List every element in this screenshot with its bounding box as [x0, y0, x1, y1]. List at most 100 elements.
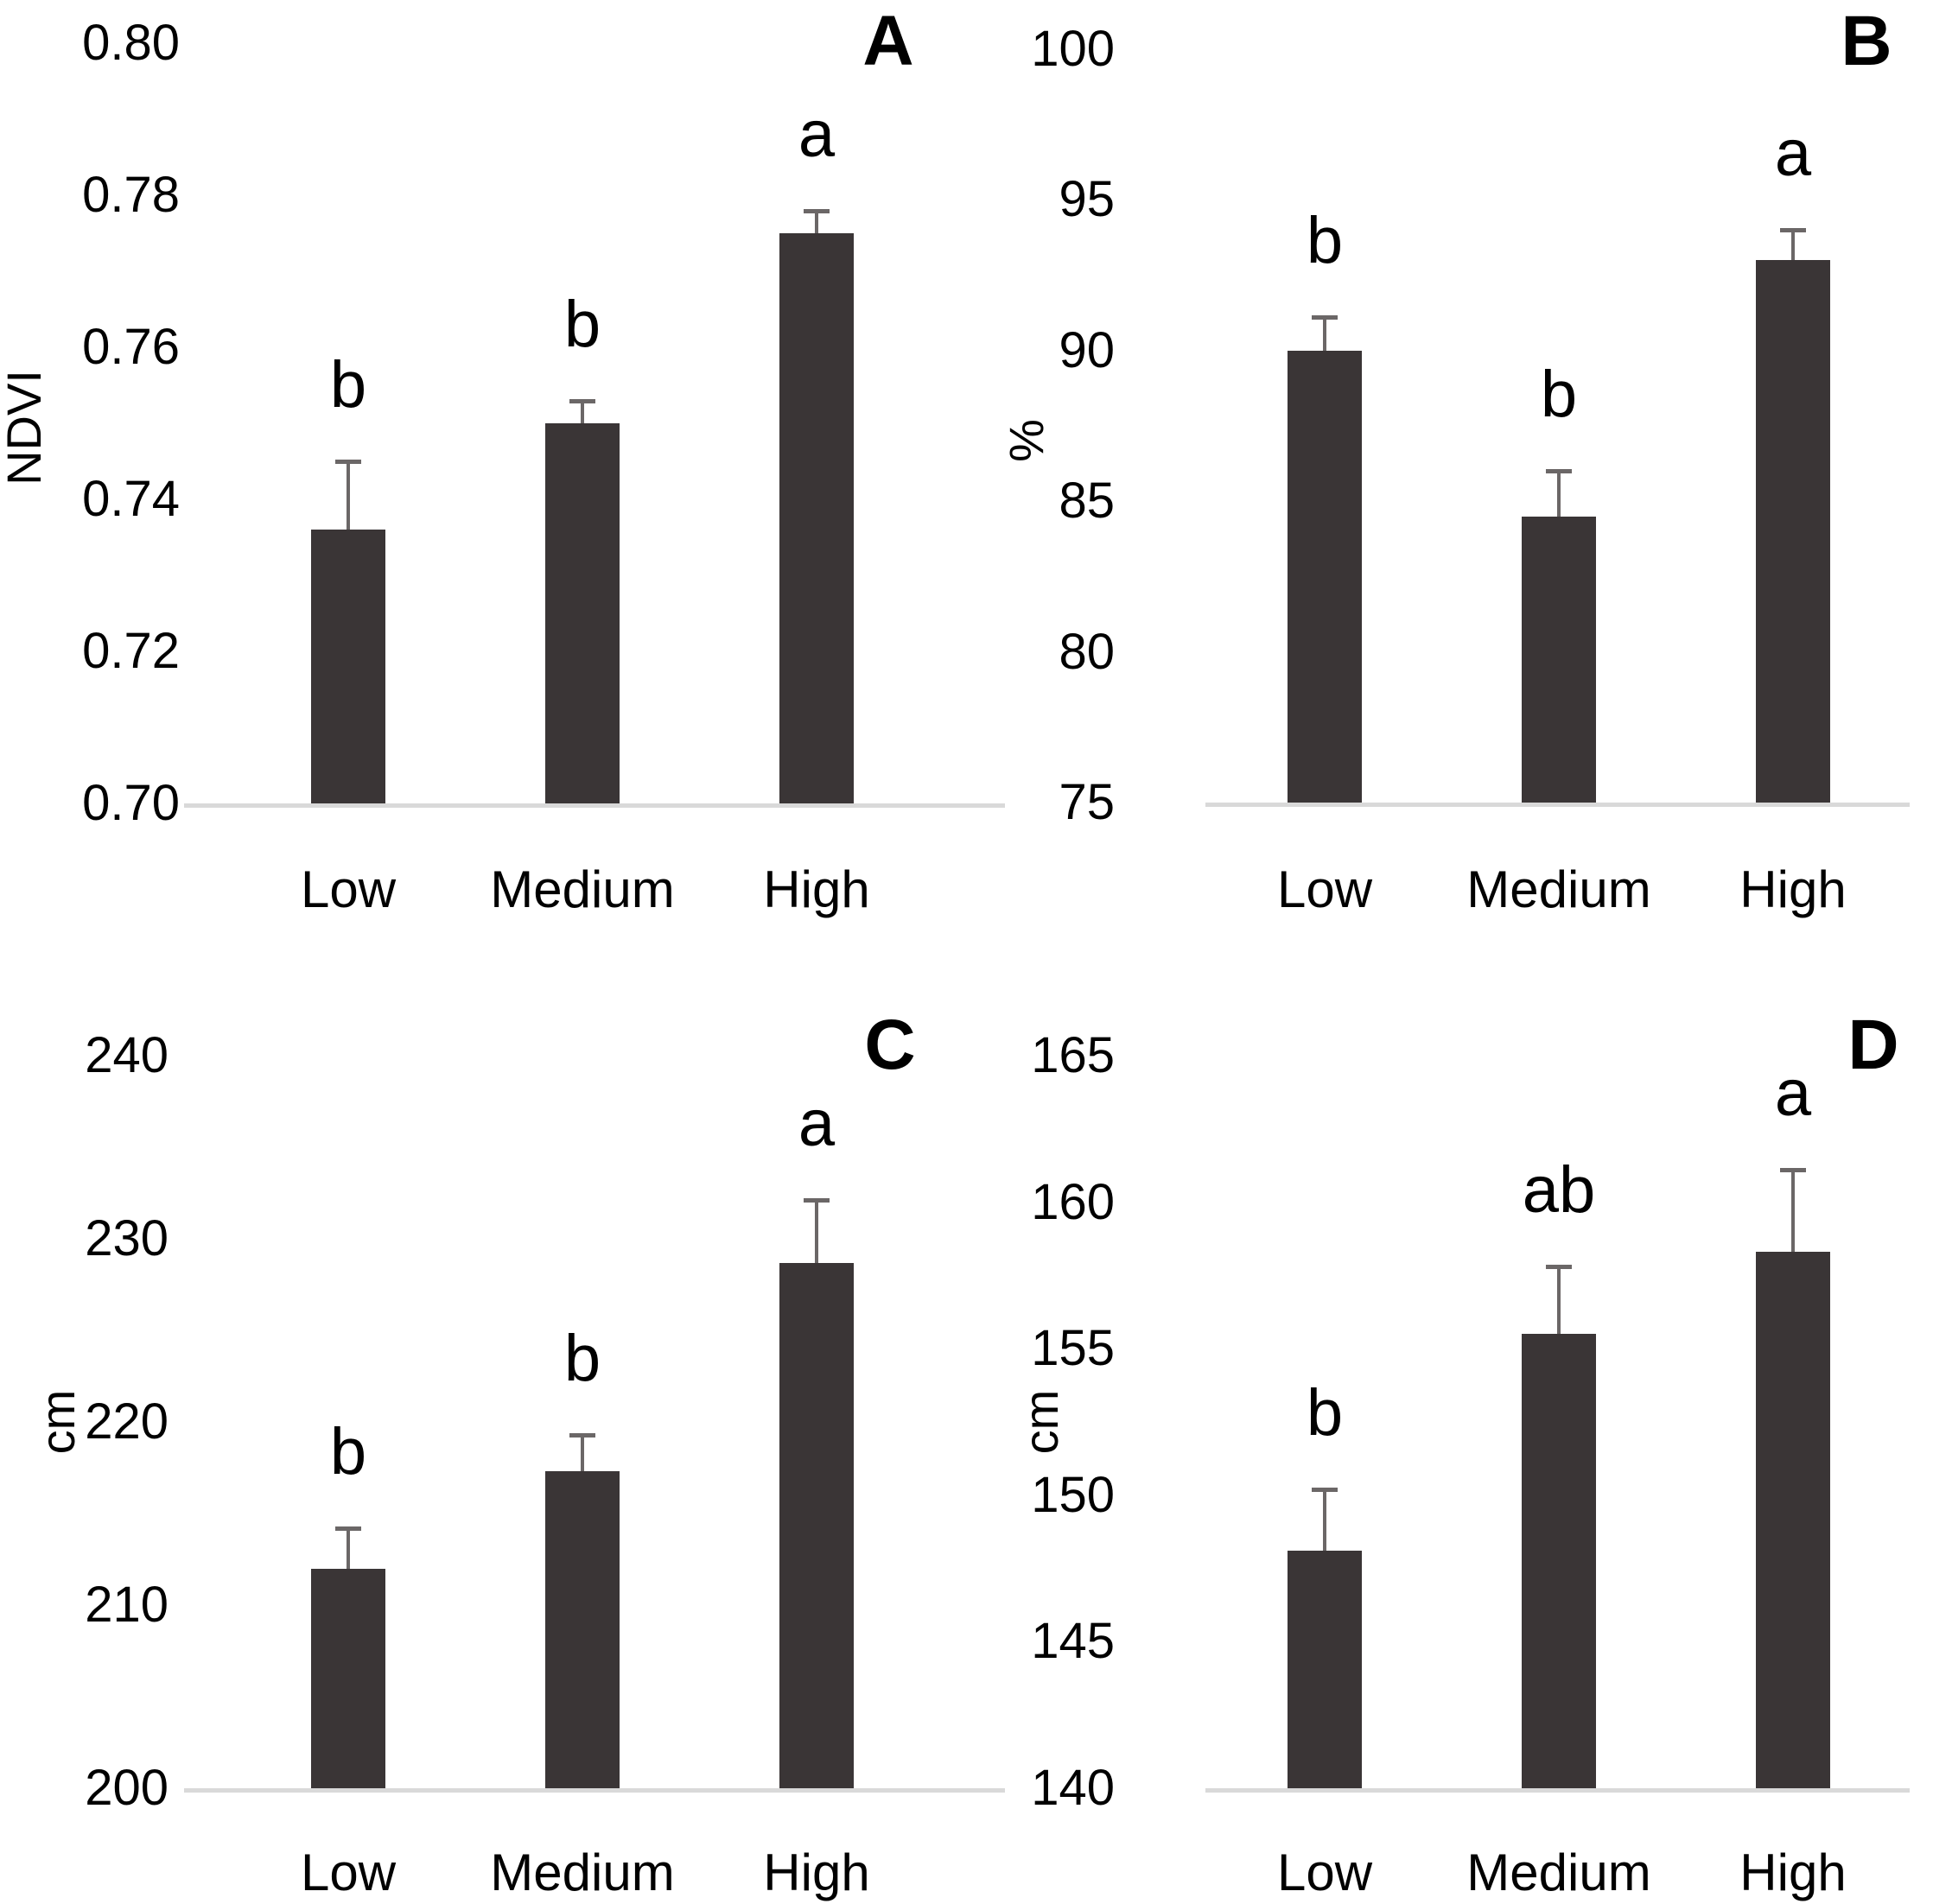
significance-letter-high: a	[1774, 1057, 1812, 1131]
error-bar-medium	[581, 400, 584, 423]
error-bar-medium	[1557, 471, 1561, 517]
significance-letter-medium: b	[563, 1321, 601, 1395]
bar-medium	[545, 1471, 620, 1788]
bar-high	[1756, 260, 1830, 803]
panel-c-letter: C	[864, 1006, 916, 1084]
panel-a-y-axis-title: NDVI	[0, 370, 51, 486]
x-category-label-low: Low	[1276, 860, 1373, 918]
x-category-label-medium: Medium	[1466, 860, 1651, 918]
y-tick-label: 0.80	[82, 15, 180, 71]
y-tick-label: 140	[1031, 1760, 1115, 1816]
error-bar-medium	[1557, 1266, 1561, 1335]
error-bar-cap-medium	[569, 398, 595, 403]
panel-d-letter: D	[1847, 1006, 1899, 1084]
x-category-label-high: High	[1739, 1844, 1847, 1901]
y-tick-label: 150	[1031, 1466, 1115, 1523]
bar-high	[779, 233, 854, 803]
x-category-label-medium: Medium	[490, 860, 675, 918]
y-tick-label: 220	[85, 1393, 169, 1450]
bar-high	[779, 1262, 854, 1788]
bar-medium	[545, 423, 620, 803]
significance-letter-high: a	[798, 97, 836, 171]
y-tick-label: 95	[1059, 171, 1115, 228]
y-tick-label: 85	[1059, 473, 1115, 530]
y-tick-label: 165	[1031, 1027, 1115, 1083]
bar-low	[1288, 1551, 1362, 1788]
y-tick-label: 0.74	[82, 471, 180, 527]
bar-medium	[1522, 516, 1596, 803]
significance-letter-low: b	[1306, 1376, 1344, 1450]
error-bar-cap-high	[804, 208, 830, 213]
y-tick-label: 200	[85, 1760, 169, 1816]
error-bar-medium	[581, 1434, 584, 1472]
error-bar-high	[1791, 1170, 1795, 1253]
significance-letter-low: b	[329, 348, 367, 422]
y-tick-label: 100	[1031, 21, 1115, 77]
y-tick-label: 240	[85, 1027, 169, 1083]
x-category-label-high: High	[763, 860, 870, 918]
error-bar-low	[347, 1527, 350, 1569]
x-axis-line	[184, 803, 1005, 808]
bar-low	[311, 1568, 385, 1788]
error-bar-cap-low	[1312, 1488, 1338, 1493]
x-category-label-low: Low	[300, 860, 397, 918]
panel-b-y-axis-title: %	[999, 419, 1053, 462]
error-bar-high	[815, 1200, 818, 1263]
error-bar-cap-low	[335, 460, 361, 464]
panel-d-y-axis-title: cm	[1014, 1389, 1068, 1455]
error-bar-cap-medium	[1546, 469, 1572, 474]
x-category-label-low: Low	[300, 1844, 397, 1901]
error-bar-cap-high	[1780, 228, 1806, 233]
y-tick-label: 155	[1031, 1320, 1115, 1377]
panel-b-letter: B	[1841, 2, 1892, 80]
error-bar-cap-high	[1780, 1168, 1806, 1173]
error-bar-low	[1323, 317, 1326, 351]
significance-letter-medium: b	[1540, 358, 1578, 432]
bar-high	[1756, 1252, 1830, 1788]
bar-low	[311, 530, 385, 803]
y-tick-label: 0.70	[82, 775, 180, 831]
y-tick-label: 0.76	[82, 319, 180, 375]
significance-letter-medium: ab	[1522, 1153, 1596, 1228]
error-bar-cap-low	[1312, 315, 1338, 321]
error-bar-low	[347, 461, 350, 530]
y-tick-label: 75	[1059, 774, 1115, 830]
significance-letter-medium: b	[563, 287, 601, 361]
y-tick-label: 160	[1031, 1173, 1115, 1230]
y-tick-label: 230	[85, 1210, 169, 1266]
error-bar-cap-high	[804, 1198, 830, 1203]
bar-medium	[1522, 1334, 1596, 1788]
significance-letter-high: a	[798, 1087, 836, 1161]
significance-letter-high: a	[1774, 117, 1812, 191]
y-tick-label: 0.72	[82, 623, 180, 679]
error-bar-high	[815, 210, 818, 233]
error-bar-cap-medium	[569, 1432, 595, 1438]
x-category-label-high: High	[1739, 860, 1847, 918]
y-tick-label: 90	[1059, 321, 1115, 378]
error-bar-high	[1791, 230, 1795, 261]
y-tick-label: 145	[1031, 1613, 1115, 1670]
error-bar-low	[1323, 1489, 1326, 1552]
bar-low	[1288, 350, 1362, 803]
panel-a-letter: A	[862, 2, 914, 80]
significance-letter-low: b	[1306, 204, 1344, 278]
panel-c-y-axis-title: cm	[30, 1389, 85, 1455]
x-category-label-medium: Medium	[490, 1844, 675, 1901]
x-category-label-high: High	[763, 1844, 870, 1901]
x-category-label-low: Low	[1276, 1844, 1373, 1901]
error-bar-cap-low	[335, 1526, 361, 1531]
x-axis-line	[1205, 803, 1910, 807]
y-tick-label: 210	[85, 1577, 169, 1633]
x-axis-line	[1205, 1788, 1910, 1793]
x-axis-line	[184, 1788, 1005, 1793]
x-category-label-medium: Medium	[1466, 1844, 1651, 1901]
y-tick-label: 0.78	[82, 167, 180, 223]
y-tick-label: 80	[1059, 623, 1115, 680]
significance-letter-low: b	[329, 1414, 367, 1488]
error-bar-cap-medium	[1546, 1265, 1572, 1270]
